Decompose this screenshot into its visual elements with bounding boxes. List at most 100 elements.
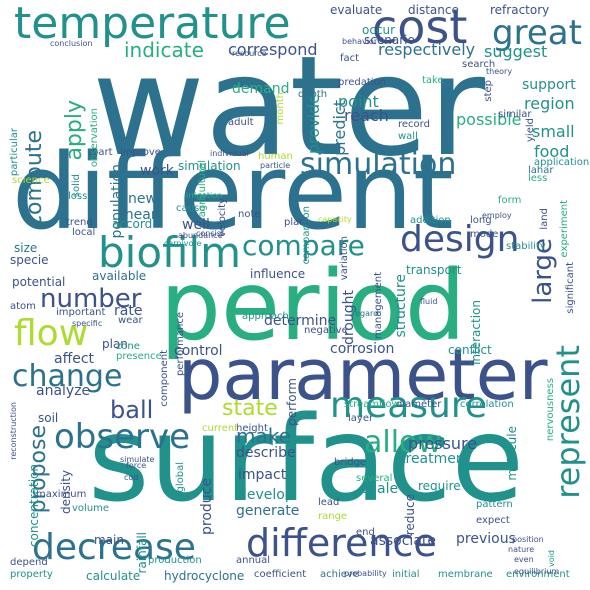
word-flow: flow <box>14 313 89 354</box>
word-production: production <box>148 555 202 566</box>
word-small: small <box>532 122 575 141</box>
word-perform: perform <box>285 378 299 426</box>
word-take: take <box>422 75 444 86</box>
word-scale: scale <box>362 481 399 497</box>
word-initial: initial <box>392 569 420 580</box>
word-main: main <box>94 533 124 547</box>
word-describe: describe <box>236 445 296 461</box>
word-accord: accord <box>112 217 153 231</box>
word-surface: surface <box>88 390 525 528</box>
word-nervousness: nervousness <box>545 378 556 442</box>
word-environment: environment <box>506 569 570 580</box>
word-reach: reach <box>344 106 389 125</box>
word-predation: predation <box>338 77 387 88</box>
word-calculate: calculate <box>86 569 141 583</box>
word-coefficient: coefficient <box>254 569 307 580</box>
word-atom: atom <box>10 301 36 312</box>
word-plant: plant <box>284 217 310 228</box>
word-annual: annual <box>236 555 271 566</box>
word-reduce: reduce <box>403 494 417 536</box>
word-property: property <box>10 569 53 580</box>
word-specific: specific <box>72 319 103 328</box>
word-point: point <box>338 92 379 111</box>
word-conclusion: conclusion <box>50 39 93 48</box>
word-zone: zone <box>116 341 140 352</box>
word-trend: trend <box>66 217 93 228</box>
word-component: component <box>159 350 170 407</box>
word-presence: presence <box>116 351 162 362</box>
word-individual: individual <box>210 149 249 158</box>
word-maximum: maximum <box>36 489 87 500</box>
word-wall: wall <box>398 131 418 142</box>
word-structure: structure <box>393 274 409 338</box>
word-form: form <box>498 195 522 206</box>
word-bridge: bridge <box>334 457 367 468</box>
word-correlation: correlation <box>460 399 514 410</box>
word-food: food <box>534 142 570 161</box>
word-period: period <box>160 250 466 362</box>
word-fluid: fluid <box>420 297 438 306</box>
word-force: force <box>126 461 147 470</box>
word-science: science <box>12 175 50 186</box>
word-measure: measure <box>330 385 488 426</box>
word-depth: depth <box>298 89 328 100</box>
word-develop: develop <box>238 487 294 503</box>
word-associate: associate <box>370 533 437 549</box>
word-potential: potential <box>12 275 66 289</box>
word-expect: expect <box>476 515 510 526</box>
word-abundance: abundance <box>178 231 223 240</box>
word-work: work <box>140 163 174 179</box>
word-observe: observe <box>54 417 191 457</box>
word-solid: solid <box>71 174 82 198</box>
word-long: long <box>470 215 492 226</box>
word-hydrocyclone: hydrocyclone <box>164 569 245 583</box>
word-position: position <box>512 535 544 544</box>
word-allow: allow <box>364 425 442 460</box>
word-size: size <box>14 241 38 255</box>
word-observation: observation <box>89 108 100 168</box>
word-evaluate: evaluate <box>330 3 383 17</box>
word-consist: consist <box>196 229 225 238</box>
word-part: part <box>92 147 113 158</box>
word-cause: cause <box>176 203 206 214</box>
word-available: available <box>92 269 147 283</box>
word-refractory: refractory <box>490 3 550 17</box>
word-global: global <box>175 462 186 493</box>
word-determine: determine <box>264 313 337 329</box>
word-fact: fact <box>340 53 360 64</box>
word-variation: variation <box>339 236 350 281</box>
word-land: land <box>539 208 550 230</box>
word-apply: apply <box>62 100 87 161</box>
word-concentration: concentration <box>27 464 41 548</box>
word-nature: nature <box>508 545 535 554</box>
word-less: less <box>528 173 548 184</box>
word-lahar: lahar <box>528 165 554 176</box>
word-human: human <box>258 151 293 162</box>
word-change: change <box>12 359 123 394</box>
word-significant: significant <box>565 262 576 314</box>
word-control: control <box>174 343 223 359</box>
word-mode: mode <box>470 229 499 240</box>
word-simulation-2: simulation <box>178 159 241 173</box>
word-new: new <box>128 191 157 207</box>
word-capacity: capacity <box>318 215 352 224</box>
word-even: even <box>514 555 534 564</box>
word-correspond: correspond <box>228 40 318 59</box>
word-stability: stability <box>506 241 546 252</box>
word-pattern: pattern <box>476 499 513 510</box>
word-respectively: respectively <box>378 40 476 59</box>
word-yield: yield <box>525 118 536 142</box>
word-cod: cod <box>124 473 139 482</box>
word-plan: plan <box>102 337 128 351</box>
word-support: support <box>522 77 576 93</box>
word-affect: affect <box>54 351 95 367</box>
word-step: step <box>483 80 494 102</box>
word-several: several <box>356 473 393 484</box>
word-difference: difference <box>246 521 437 565</box>
word-different: different <box>12 131 454 253</box>
word-management: management <box>373 272 384 339</box>
word-possible: possible <box>456 110 522 129</box>
word-end: end <box>356 527 375 538</box>
word-treatment: treatment <box>400 451 471 467</box>
word-streamflow: streamflow <box>344 399 400 410</box>
